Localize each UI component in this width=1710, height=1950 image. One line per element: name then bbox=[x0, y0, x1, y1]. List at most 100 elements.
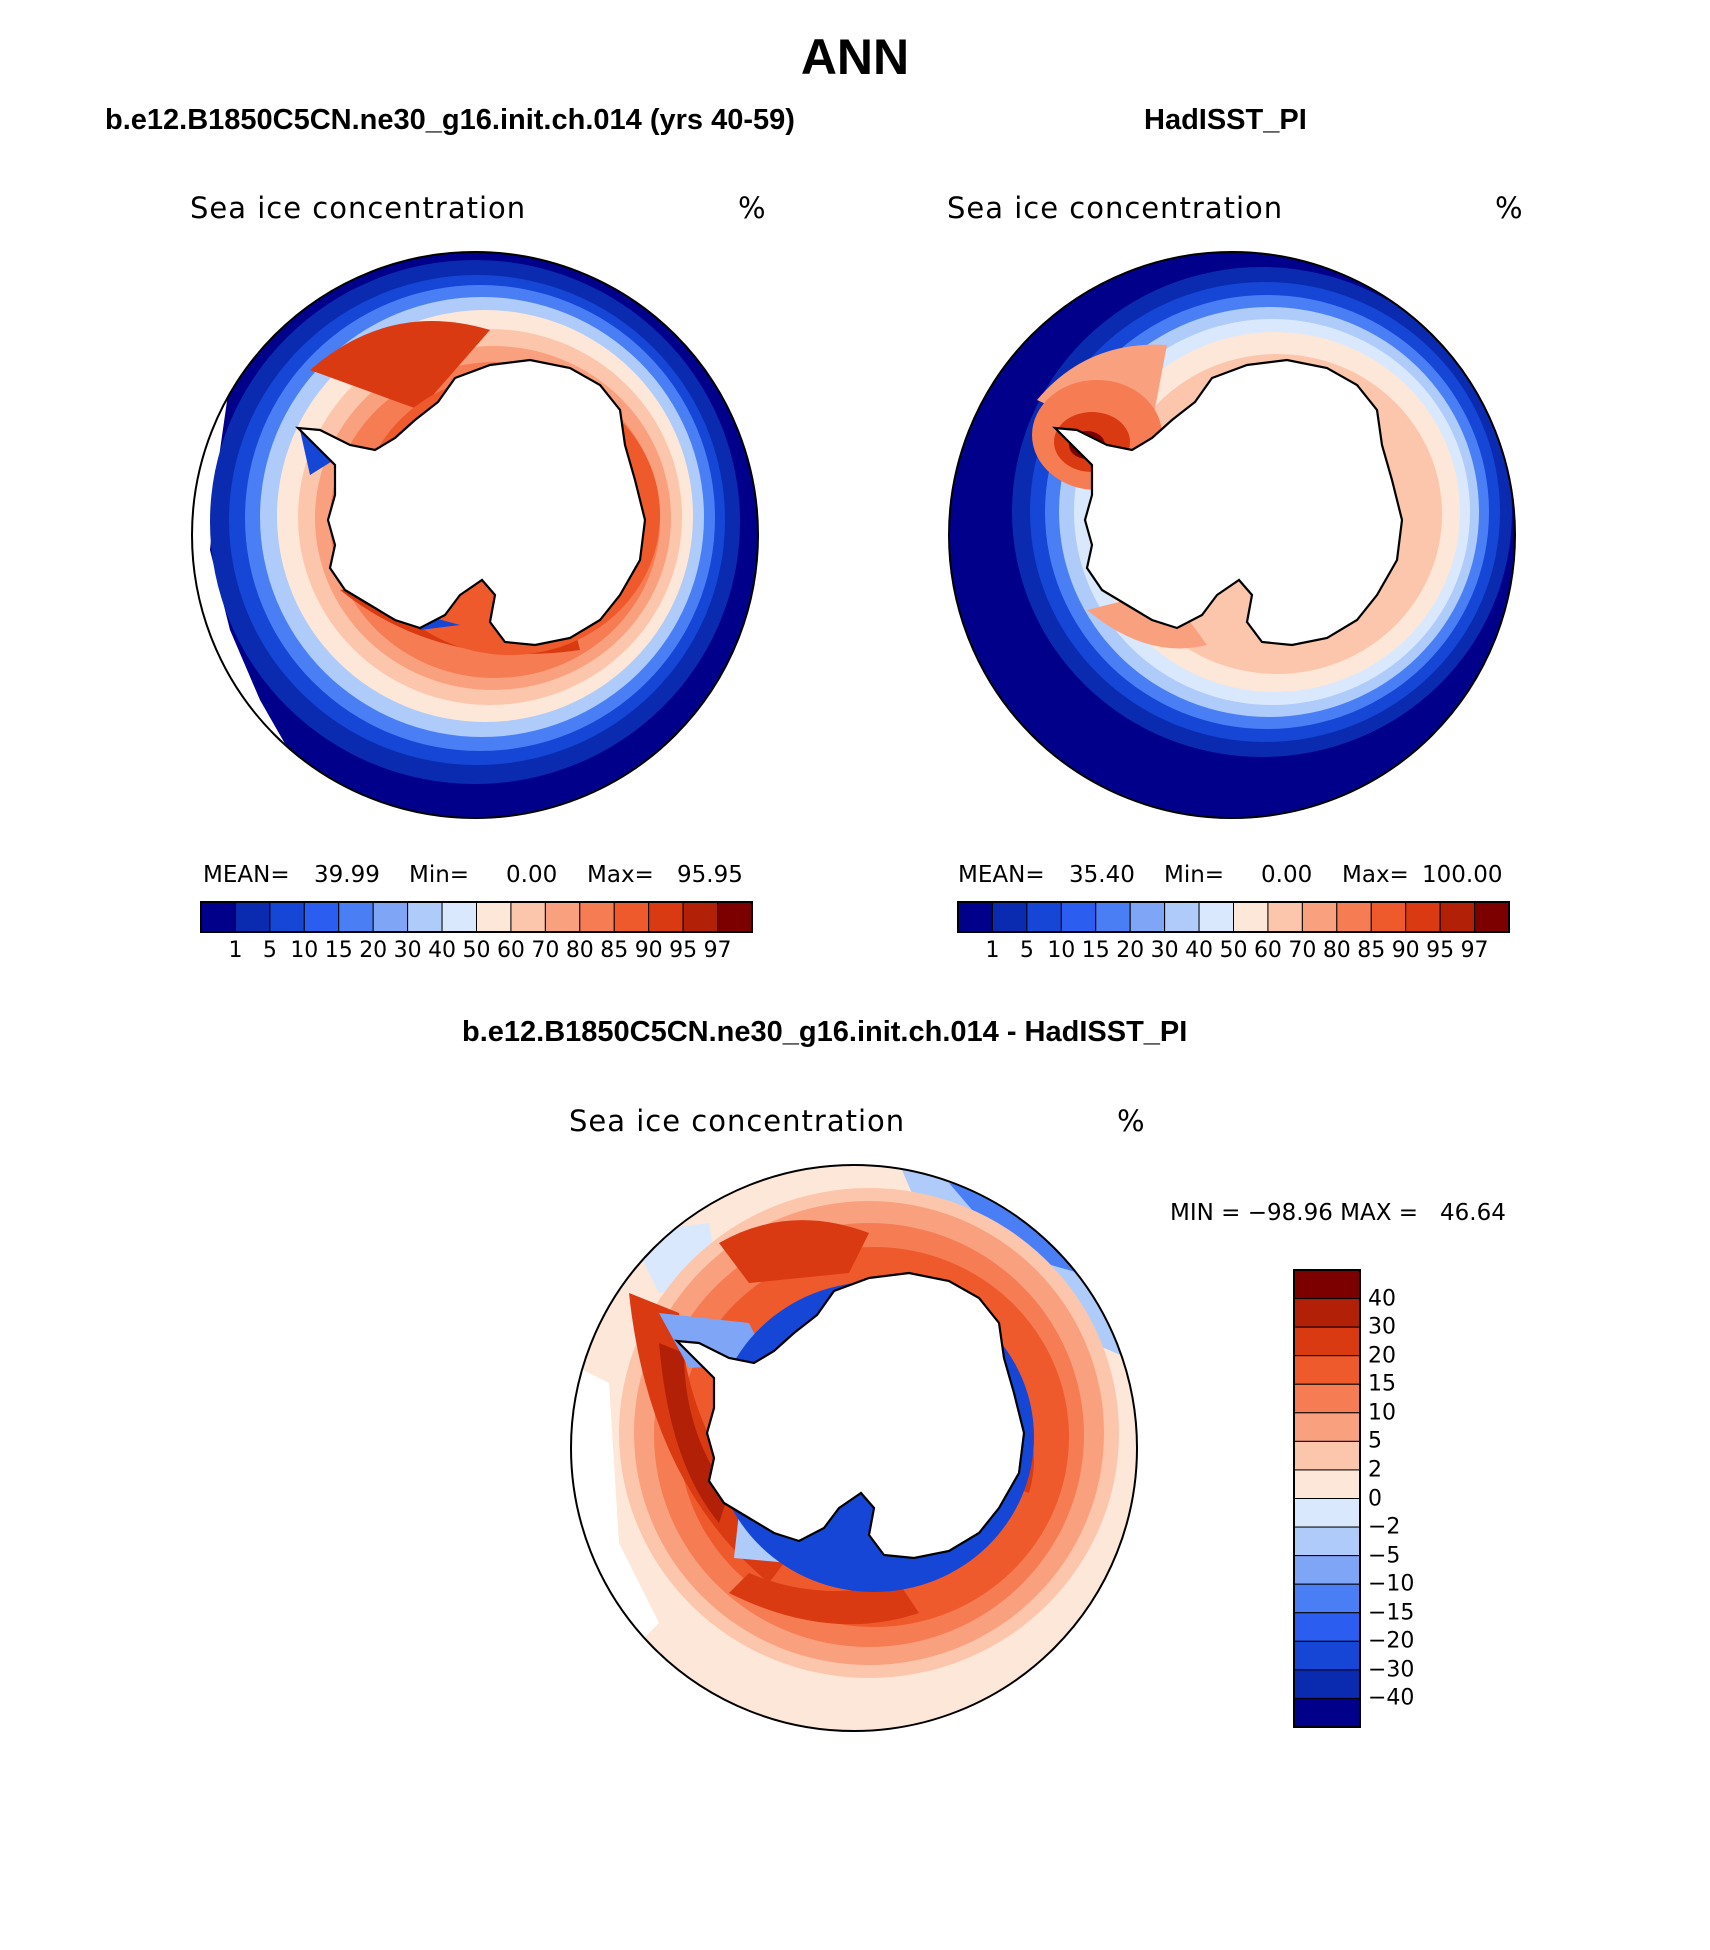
colorbar-tick-label: 50 bbox=[462, 938, 491, 963]
colorbar-swatch bbox=[1293, 1326, 1361, 1357]
colorbar-tick-label: 10 bbox=[1368, 1400, 1396, 1426]
colorbar-swatch bbox=[372, 901, 409, 933]
colorbar-swatch bbox=[1301, 901, 1338, 933]
colorbar-tick-label: 5 bbox=[1368, 1428, 1382, 1454]
colorbar-swatch bbox=[510, 901, 546, 933]
colorbar-tick-label: 5 bbox=[1019, 938, 1034, 963]
colorbar-swatch bbox=[613, 901, 650, 933]
colorbar-tick-label: 95 bbox=[669, 938, 698, 963]
colorbar-obs-ticks: 1 5 10 15 20 30 40 50 60 70 80 85 90 95 97 bbox=[958, 938, 1509, 966]
left-mean-value: 39.99 bbox=[314, 862, 380, 888]
colorbar-tick-label: −2 bbox=[1368, 1514, 1401, 1540]
colorbar-swatch bbox=[303, 901, 340, 933]
colorbar-tick-label: 95 bbox=[1426, 938, 1455, 963]
colorbar-tick-label: 1 bbox=[985, 938, 1000, 963]
colorbar-swatch bbox=[200, 901, 236, 933]
colorbar-tick-label: 40 bbox=[1185, 938, 1214, 963]
left-min-value: 0.00 bbox=[506, 862, 558, 888]
right-mean-value: 35.40 bbox=[1069, 862, 1135, 888]
colorbar-tick-label: 20 bbox=[359, 938, 388, 963]
colorbar-tick-label: 97 bbox=[1460, 938, 1489, 963]
colorbar-swatch bbox=[1293, 1440, 1361, 1471]
colorbar-swatch bbox=[1370, 901, 1407, 933]
antarctica-land bbox=[295, 358, 647, 647]
colorbar-swatch bbox=[1293, 1383, 1361, 1414]
colorbar-tick-label: −10 bbox=[1368, 1571, 1415, 1597]
colorbar-swatch bbox=[579, 901, 615, 933]
colorbar-tick-label: 30 bbox=[1150, 938, 1179, 963]
colorbar-swatch bbox=[1026, 901, 1062, 933]
colorbar-swatch bbox=[1060, 901, 1097, 933]
colorbar-model bbox=[200, 901, 753, 933]
right-min-label: Min= bbox=[1164, 862, 1225, 888]
colorbar-swatch bbox=[1293, 1498, 1361, 1528]
colorbar-tick-label: 70 bbox=[531, 938, 560, 963]
colorbar-tick-label: 10 bbox=[1047, 938, 1076, 963]
colorbar-tick-label: 85 bbox=[1357, 938, 1386, 963]
colorbar-swatch bbox=[269, 901, 305, 933]
colorbar-tick-label: 15 bbox=[1368, 1371, 1396, 1397]
colorbar-tick-label: 20 bbox=[1116, 938, 1145, 963]
right-variable-label: Sea ice concentration bbox=[947, 191, 1284, 225]
colorbar-obs bbox=[957, 901, 1510, 933]
colorbar-tick-label: 0 bbox=[1368, 1486, 1382, 1511]
colorbar-tick-label: 20 bbox=[1368, 1343, 1396, 1369]
left-units-label: % bbox=[738, 191, 767, 225]
colorbar-tick-label: 97 bbox=[703, 938, 732, 963]
colorbar-tick-label: 10 bbox=[290, 938, 319, 963]
colorbar-tick-label: 90 bbox=[1391, 938, 1420, 963]
colorbar-tick-label: −15 bbox=[1368, 1600, 1415, 1626]
panel-right-title: HadISST_PI bbox=[1144, 104, 1307, 136]
colorbar-tick-label: 85 bbox=[600, 938, 629, 963]
colorbar-tick-label: 40 bbox=[1368, 1286, 1396, 1312]
diff-minmax: MIN = −98.96 MAX = 46.64 bbox=[1170, 1200, 1506, 1226]
colorbar-swatch bbox=[1293, 1555, 1361, 1585]
colorbar-swatch bbox=[682, 901, 719, 933]
colorbar-swatch bbox=[648, 901, 684, 933]
right-units-label: % bbox=[1495, 191, 1524, 225]
colorbar-swatch bbox=[441, 901, 477, 933]
colorbar-swatch bbox=[1129, 901, 1166, 933]
map-obs bbox=[948, 251, 1516, 819]
right-max-value: 100.00 bbox=[1422, 862, 1503, 888]
left-variable-label: Sea ice concentration bbox=[190, 191, 527, 225]
antarctica-land bbox=[1052, 358, 1404, 647]
colorbar-tick-label: 80 bbox=[565, 938, 594, 963]
colorbar-swatch bbox=[957, 901, 993, 933]
colorbar-tick-label: 30 bbox=[393, 938, 422, 963]
colorbar-swatch bbox=[1293, 1269, 1361, 1300]
diff-variable-label: Sea ice concentration bbox=[569, 1104, 906, 1138]
panel-left-title: b.e12.B1850C5CN.ne30_g16.init.ch.014 (yr… bbox=[105, 104, 795, 136]
colorbar-swatch bbox=[1439, 901, 1476, 933]
right-max-label: Max= bbox=[1342, 862, 1409, 888]
colorbar-tick-label: 1 bbox=[228, 938, 243, 963]
left-max-label: Max= bbox=[587, 862, 654, 888]
colorbar-swatch bbox=[1293, 1669, 1361, 1699]
left-min-label: Min= bbox=[409, 862, 470, 888]
colorbar-swatch bbox=[1293, 1612, 1361, 1642]
colorbar-swatch bbox=[1164, 901, 1200, 933]
colorbar-swatch bbox=[1293, 1640, 1361, 1671]
right-min-value: 0.00 bbox=[1261, 862, 1313, 888]
colorbar-swatch bbox=[1267, 901, 1303, 933]
colorbar-swatch bbox=[1198, 901, 1234, 933]
left-mean-label: MEAN= bbox=[203, 862, 290, 888]
colorbar-swatch bbox=[338, 901, 374, 933]
colorbar-swatch bbox=[1095, 901, 1131, 933]
panel-diff-title: b.e12.B1850C5CN.ne30_g16.init.ch.014 - H… bbox=[462, 1016, 1188, 1048]
colorbar-tick-label: 50 bbox=[1219, 938, 1248, 963]
map-model bbox=[191, 251, 759, 819]
colorbar-swatch bbox=[1293, 1526, 1361, 1557]
colorbar-swatch bbox=[1293, 1697, 1361, 1728]
colorbar-swatch bbox=[1293, 1298, 1361, 1328]
colorbar-tick-label: 15 bbox=[324, 938, 353, 963]
colorbar-tick-label: 60 bbox=[1253, 938, 1282, 963]
colorbar-swatch bbox=[1293, 1469, 1361, 1499]
colorbar-tick-label: 60 bbox=[496, 938, 525, 963]
right-mean-label: MEAN= bbox=[958, 862, 1045, 888]
colorbar-difference-ticks: 40 30 20 15 10 5 2 0 −2 −5 −10 −15 −20 −30 −40 bbox=[1368, 1270, 1448, 1727]
colorbar-swatch bbox=[1293, 1583, 1361, 1614]
colorbar-tick-label: 40 bbox=[428, 938, 457, 963]
colorbar-swatch bbox=[476, 901, 512, 933]
colorbar-tick-label: 15 bbox=[1081, 938, 1110, 963]
